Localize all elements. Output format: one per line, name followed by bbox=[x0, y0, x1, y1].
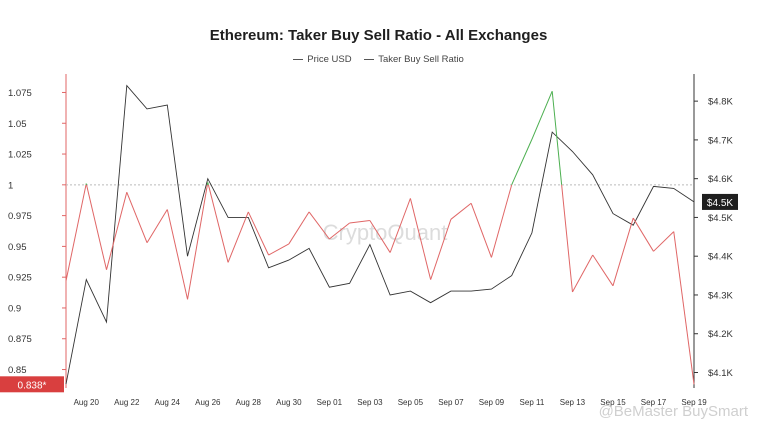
ratio-line-segment bbox=[572, 254, 594, 293]
ratio-line-segment bbox=[561, 184, 573, 293]
x-tick-label: Sep 07 bbox=[438, 398, 464, 407]
ratio-line-segment bbox=[187, 184, 208, 300]
legend-swatch-ratio bbox=[364, 59, 375, 60]
ratio-line-segment bbox=[146, 209, 168, 243]
ratio-current-badge-label: 0.838* bbox=[18, 380, 47, 391]
x-tick-label: Aug 22 bbox=[114, 398, 140, 407]
ratio-line-segment bbox=[349, 220, 370, 224]
ratio-line-segment bbox=[551, 91, 563, 185]
legend-item-ratio[interactable]: Taker Buy Sell Ratio bbox=[364, 54, 464, 65]
ratio-line-segment bbox=[653, 231, 675, 252]
x-tick-label: Sep 01 bbox=[317, 398, 343, 407]
ratio-line-segment bbox=[409, 198, 432, 280]
legend-item-price[interactable]: Price USD bbox=[293, 54, 352, 65]
x-tick-label: Sep 19 bbox=[681, 398, 707, 407]
ratio-line-segment bbox=[86, 184, 108, 270]
ratio-line-segment bbox=[308, 211, 330, 240]
legend-label-ratio: Taker Buy Sell Ratio bbox=[378, 54, 464, 65]
chart-title: Ethereum: Taker Buy Sell Ratio - All Exc… bbox=[209, 27, 548, 44]
x-tick-label: Sep 15 bbox=[600, 398, 626, 407]
right-tick-label: $4.5K bbox=[708, 213, 733, 224]
price-current-badge-label: $4.5K bbox=[707, 198, 733, 209]
ratio-line-segment bbox=[126, 192, 148, 243]
left-tick-label: 0.875 bbox=[8, 334, 32, 345]
price-current-badge bbox=[702, 193, 738, 210]
x-tick-label: Sep 11 bbox=[520, 398, 545, 407]
ratio-line-segment bbox=[65, 184, 87, 281]
left-tick-label: 1.075 bbox=[8, 88, 32, 99]
ratio-line-segment bbox=[612, 217, 634, 286]
left-tick-label: 1 bbox=[8, 180, 13, 191]
ratio-line-segment bbox=[207, 182, 209, 185]
ratio-line-segment bbox=[450, 202, 472, 220]
left-tick-label: 0.975 bbox=[8, 211, 32, 222]
ratio-line-segment bbox=[288, 211, 310, 245]
right-tick-label: $4.3K bbox=[708, 290, 733, 301]
right-tick-label: $4.2K bbox=[708, 329, 733, 340]
ratio-line-segment bbox=[470, 203, 492, 258]
ratio-line-segment bbox=[268, 243, 290, 256]
right-tick-label: $4.8K bbox=[708, 97, 733, 108]
x-tick-label: Sep 09 bbox=[479, 398, 505, 407]
x-tick-label: Sep 17 bbox=[641, 398, 667, 407]
ratio-line-segment bbox=[207, 184, 229, 263]
ratio-line-segment bbox=[511, 139, 533, 186]
x-tick-label: Aug 30 bbox=[276, 398, 302, 407]
ratio-line-segment bbox=[369, 220, 391, 253]
left-tick-label: 1.025 bbox=[8, 150, 32, 161]
footer-watermark: @BeMaster BuySmart bbox=[599, 403, 749, 420]
left-tick-label: 0.925 bbox=[8, 273, 32, 284]
right-tick-label: $4.6K bbox=[708, 174, 733, 185]
watermark-text: CryptoQuant bbox=[323, 220, 448, 245]
ratio-line-segment bbox=[490, 184, 513, 258]
ratio-line-segment bbox=[227, 211, 249, 263]
x-tick-label: Sep 13 bbox=[560, 398, 586, 407]
price-usd-line bbox=[65, 84, 695, 385]
ratio-current-badge bbox=[0, 376, 64, 393]
chart-legend: Price USD Taker Buy Sell Ratio bbox=[0, 52, 757, 65]
ratio-line-segment bbox=[632, 217, 654, 252]
x-tick-label: Aug 28 bbox=[236, 398, 262, 407]
ratio-line-segment bbox=[673, 231, 695, 385]
ratio-line-segment bbox=[166, 209, 189, 300]
ratio-line-segment bbox=[389, 198, 411, 253]
x-tick-label: Sep 05 bbox=[398, 398, 424, 407]
left-tick-label: 0.85 bbox=[8, 365, 27, 376]
ratio-line-segment bbox=[531, 91, 553, 140]
right-tick-label: $4.7K bbox=[708, 135, 733, 146]
x-tick-label: Sep 03 bbox=[357, 398, 383, 407]
right-tick-label: $4.4K bbox=[708, 252, 733, 263]
ratio-line-segment bbox=[329, 222, 350, 240]
right-tick-label: $4.1K bbox=[708, 368, 733, 379]
x-tick-label: Aug 20 bbox=[74, 398, 100, 407]
ratio-line-segment bbox=[247, 211, 270, 256]
legend-label-price: Price USD bbox=[307, 54, 352, 65]
x-tick-label: Aug 24 bbox=[155, 398, 181, 407]
left-tick-label: 0.9 bbox=[8, 303, 21, 314]
left-tick-label: 0.95 bbox=[8, 242, 27, 253]
ratio-line-segment bbox=[430, 219, 452, 280]
legend-swatch-price bbox=[293, 59, 304, 60]
x-tick-label: Aug 26 bbox=[195, 398, 221, 407]
ratio-line-segment bbox=[592, 254, 614, 287]
left-tick-label: 1.05 bbox=[8, 119, 27, 130]
ratio-line-segment bbox=[106, 192, 128, 270]
